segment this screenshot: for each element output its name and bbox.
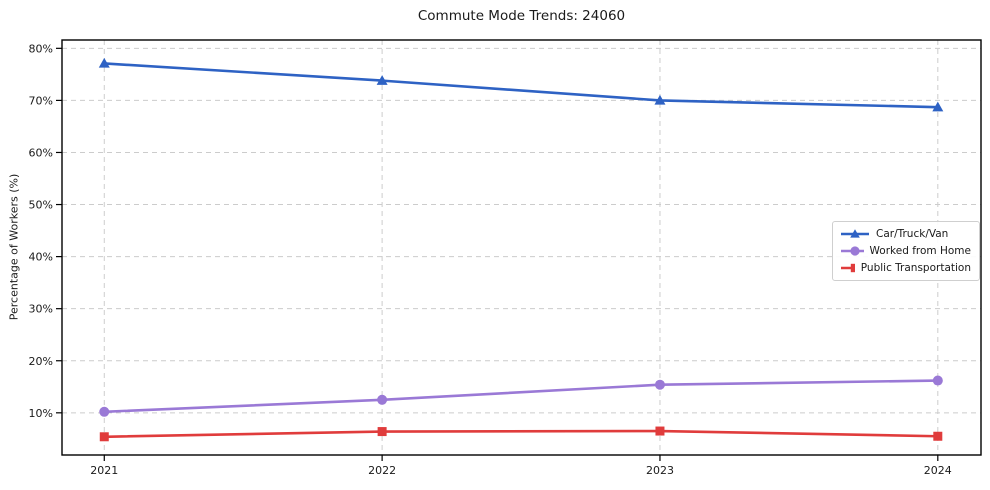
legend-triangle-icon xyxy=(841,229,869,238)
y-tick-label: 70% xyxy=(29,94,53,107)
marker-triangle-car-truck-van xyxy=(654,94,666,105)
marker-circle-worked-from-home xyxy=(654,379,665,390)
legend: Car/Truck/Van Worked from Home Public Tran… xyxy=(832,221,980,281)
chart-title: Commute Mode Trends: 24060 xyxy=(417,8,626,24)
y-tick-label: 10% xyxy=(29,407,53,420)
marker-square-public-transportation xyxy=(377,427,387,437)
marker-square-public-transportation xyxy=(99,432,109,442)
y-tick-label: 30% xyxy=(29,303,53,316)
legend-label-car-truck-van: Car/Truck/Van xyxy=(876,228,949,240)
legend-item-worked-from-home: Worked from Home xyxy=(840,244,971,258)
y-tick-label: 60% xyxy=(29,146,53,159)
marker-square-public-transportation xyxy=(933,431,943,441)
legend-item-public-transportation: Public Transportation xyxy=(840,261,971,275)
legend-label-public-transportation: Public Transportation xyxy=(860,262,971,274)
marker-circle-worked-from-home xyxy=(99,406,110,417)
marker-circle-worked-from-home xyxy=(932,375,943,386)
marker-triangle-car-truck-van xyxy=(932,101,944,112)
legend-item-car-truck-van: Car/Truck/Van xyxy=(840,227,971,241)
y-tick-label: 80% xyxy=(29,42,53,55)
plot-border xyxy=(61,39,982,456)
x-tick-label: 2022 xyxy=(368,464,396,477)
series-line-public-transportation xyxy=(102,429,940,439)
series-line-car-truck-van xyxy=(102,62,940,109)
series-line-worked-from-home xyxy=(102,379,940,414)
legend-circle-icon xyxy=(841,246,864,256)
marker-triangle-car-truck-van xyxy=(376,75,388,85)
y-tick-label: 20% xyxy=(29,355,53,368)
x-tick-label: 2023 xyxy=(646,464,674,477)
y-tick-label: 40% xyxy=(29,251,53,264)
y-tick-label: 50% xyxy=(29,199,53,212)
marker-circle-worked-from-home xyxy=(377,394,388,405)
x-tick-label: 2024 xyxy=(924,464,952,477)
x-tick-label: 2021 xyxy=(90,464,118,477)
legend-square-icon xyxy=(841,263,855,273)
marker-triangle-car-truck-van xyxy=(98,57,110,68)
marker-square-public-transportation xyxy=(655,426,665,436)
legend-label-worked-from-home: Worked from Home xyxy=(869,245,971,257)
